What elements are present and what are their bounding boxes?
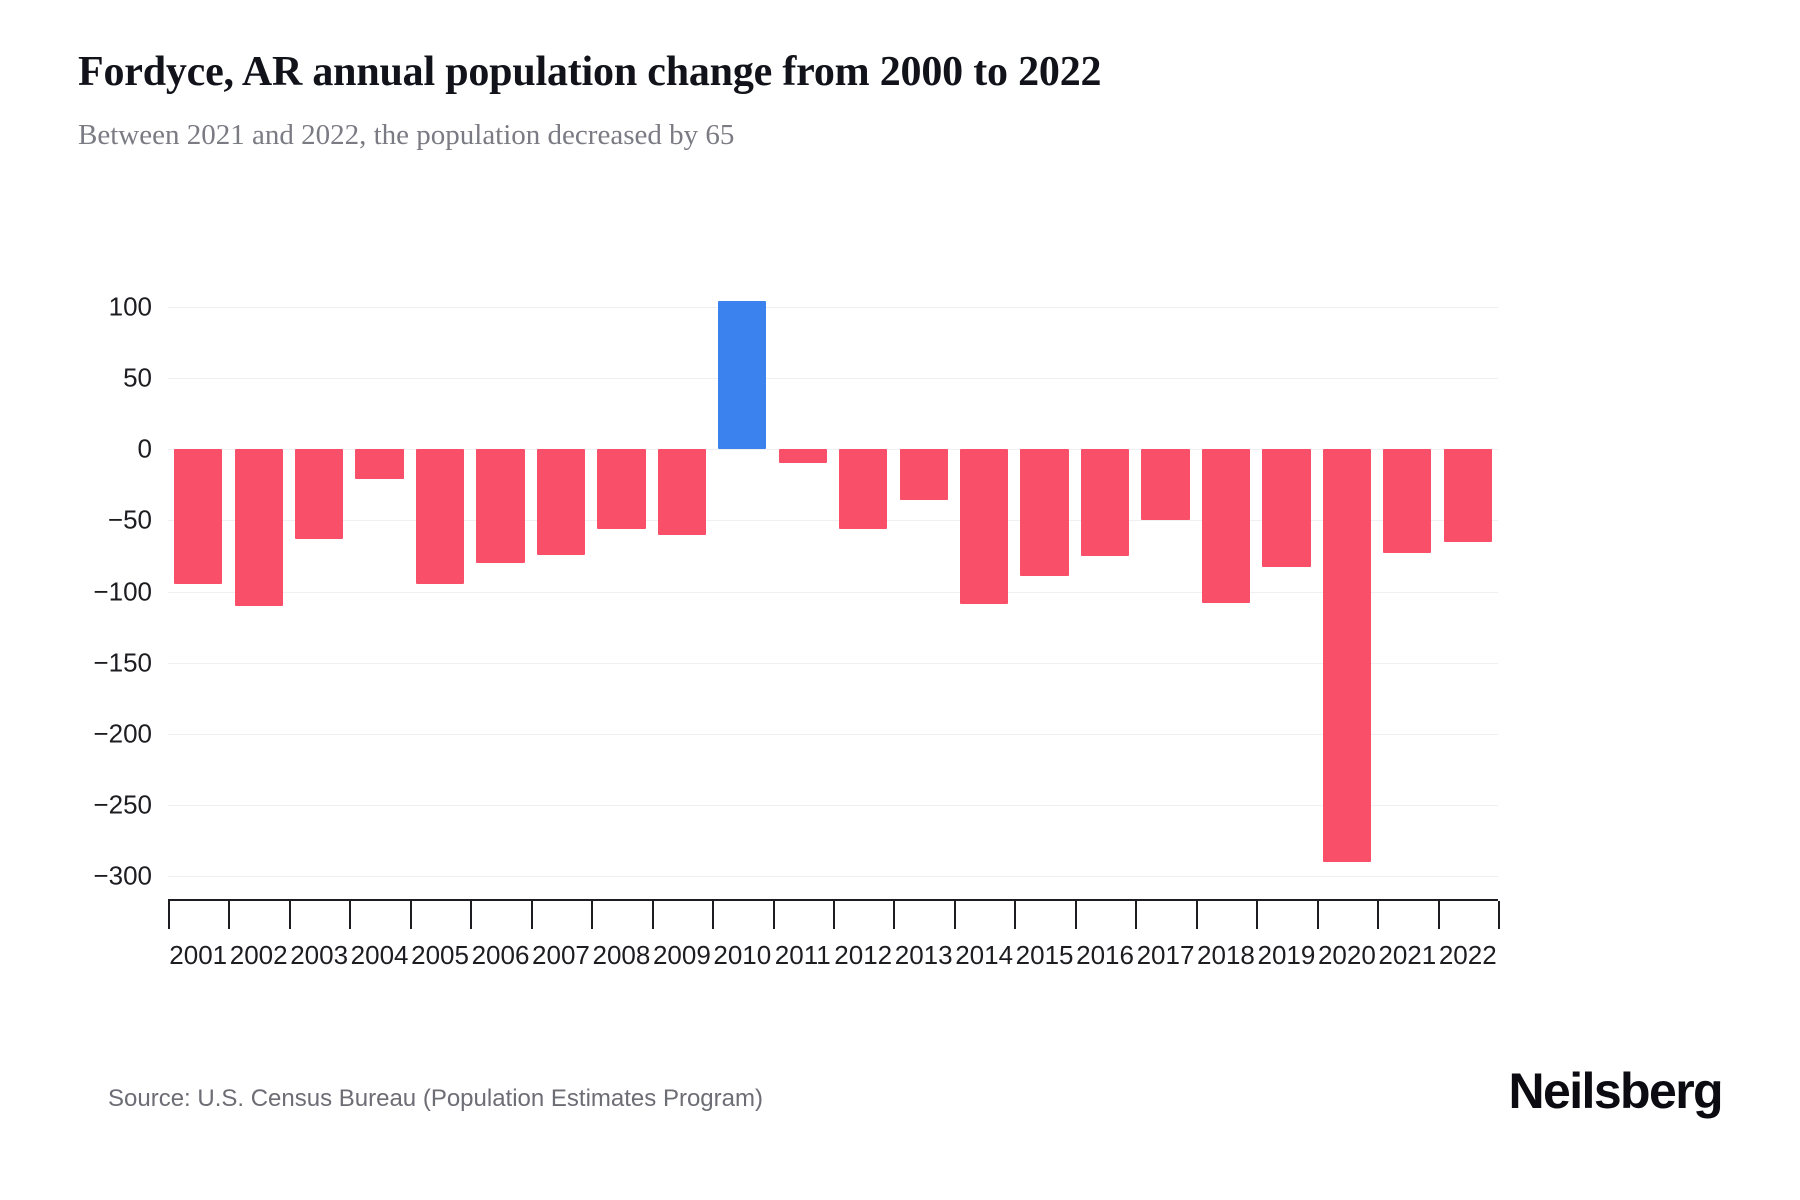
bar-2018[interactable]: [1201, 449, 1251, 603]
x-tick-label-2021: 2021: [1378, 940, 1437, 970]
x-tick-label-2019: 2019: [1257, 940, 1316, 970]
x-tick-label-2007: 2007: [532, 940, 590, 970]
x-tick-label-2008: 2008: [592, 940, 651, 970]
bar-2011[interactable]: [778, 449, 827, 464]
x-axis-line: [168, 899, 1498, 901]
y-tick-label: 0: [137, 433, 152, 464]
x-tick-label-2012: 2012: [834, 940, 893, 970]
x-tick-mark: [470, 901, 473, 929]
y-tick-label: −100: [93, 576, 152, 606]
x-tick-mark: [833, 901, 835, 929]
bar-2022[interactable]: [1443, 449, 1492, 542]
bar-2002[interactable]: [234, 449, 283, 606]
y-tick-label: 50: [123, 362, 152, 393]
bar-2015[interactable]: [1020, 449, 1069, 576]
bar-2004[interactable]: [355, 449, 404, 480]
x-tick-label-2010: 2010: [713, 940, 772, 970]
x-tick-label-2006: 2006: [471, 940, 530, 970]
x-tick-label-2003: 2003: [290, 940, 349, 970]
x-tick-mark: [712, 901, 715, 929]
x-tick-mark: [1498, 901, 1500, 929]
x-tick-mark: [1437, 901, 1440, 929]
x-tick-mark: [288, 901, 291, 929]
x-tick-label-2015: 2015: [1015, 940, 1074, 970]
x-tick-label-2017: 2017: [1136, 940, 1195, 970]
x-tick-mark: [651, 901, 654, 929]
x-tick-mark: [1195, 901, 1198, 929]
x-tick-mark: [893, 901, 896, 929]
bar-2010[interactable]: [718, 301, 767, 450]
x-tick-label-2018: 2018: [1197, 940, 1255, 970]
bar-2008[interactable]: [597, 449, 646, 529]
source-note: Source: U.S. Census Bureau (Population E…: [108, 1085, 763, 1112]
x-tick-mark: [1377, 901, 1380, 929]
bar-2006[interactable]: [476, 449, 525, 564]
bar-2014[interactable]: [959, 449, 1009, 605]
y-tick-label: −250: [93, 789, 152, 820]
x-tick-mark: [591, 901, 594, 929]
x-tick-label-2011: 2011: [774, 940, 831, 970]
gridline-0: [168, 449, 1498, 451]
chart-header: Fordyce, AR annual population change fro…: [78, 48, 1728, 153]
bar-2019[interactable]: [1262, 449, 1311, 568]
gridline--250: [168, 804, 1498, 806]
x-tick-mark: [1014, 901, 1017, 929]
gridline--300: [168, 876, 1498, 877]
brand-logo: Neilsberg: [1508, 1063, 1724, 1119]
gridline-50: [168, 378, 1498, 380]
x-tick-mark: [1316, 901, 1319, 929]
x-tick-mark: [228, 901, 231, 929]
x-tick-mark: [1135, 901, 1138, 929]
x-tick-mark: [953, 901, 956, 929]
x-tick-label-2009: 2009: [652, 940, 711, 970]
x-tick-label-2020: 2020: [1317, 940, 1376, 970]
x-tick-label-2013: 2013: [894, 940, 953, 970]
y-tick-label: −300: [93, 860, 152, 891]
bar-2005[interactable]: [415, 449, 465, 585]
x-tick-mark: [530, 901, 533, 929]
bar-2007[interactable]: [536, 449, 586, 555]
x-tick-label-2001: 2001: [169, 940, 228, 970]
x-tick-label-2002: 2002: [229, 940, 288, 970]
x-tick-label-2005: 2005: [411, 940, 469, 970]
chart-title: Fordyce, AR annual population change fro…: [78, 49, 1102, 95]
y-tick-label: −150: [93, 647, 152, 678]
bar-2003[interactable]: [294, 449, 344, 539]
x-tick-label-2014: 2014: [955, 940, 1014, 970]
x-tick-mark: [1074, 901, 1077, 929]
x-tick-label-2022: 2022: [1438, 940, 1497, 970]
x-tick-label-2004: 2004: [350, 940, 409, 970]
x-tick-mark: [349, 901, 352, 929]
chart-subtitle: Between 2021 and 2022, the population de…: [78, 119, 735, 152]
gridline--50: [168, 520, 1498, 522]
x-tick-mark: [168, 901, 170, 929]
gridline--150: [168, 662, 1498, 664]
y-tick-label: −200: [93, 718, 152, 749]
gridline--100: [168, 591, 1498, 593]
y-axis: 100 50 0 −50 −100 −150 −200 −250 −300: [0, 0, 152, 1200]
bar-2013[interactable]: [899, 449, 948, 501]
bar-2001[interactable]: [174, 449, 223, 585]
bar-2020[interactable]: [1322, 449, 1372, 862]
y-tick-label: −50: [107, 504, 152, 535]
y-tick-label: 100: [108, 291, 152, 322]
gridline-100: [168, 307, 1498, 308]
bar-2009[interactable]: [657, 449, 707, 535]
x-tick-mark: [772, 901, 775, 929]
x-tick-label-2016: 2016: [1076, 940, 1134, 970]
gridline--200: [168, 733, 1498, 735]
x-tick-mark: [409, 901, 412, 929]
bar-2017[interactable]: [1141, 449, 1190, 521]
bar-2016[interactable]: [1080, 449, 1130, 556]
x-tick-mark: [1256, 901, 1259, 929]
bar-2021[interactable]: [1383, 449, 1432, 554]
bar-2012[interactable]: [839, 449, 888, 529]
